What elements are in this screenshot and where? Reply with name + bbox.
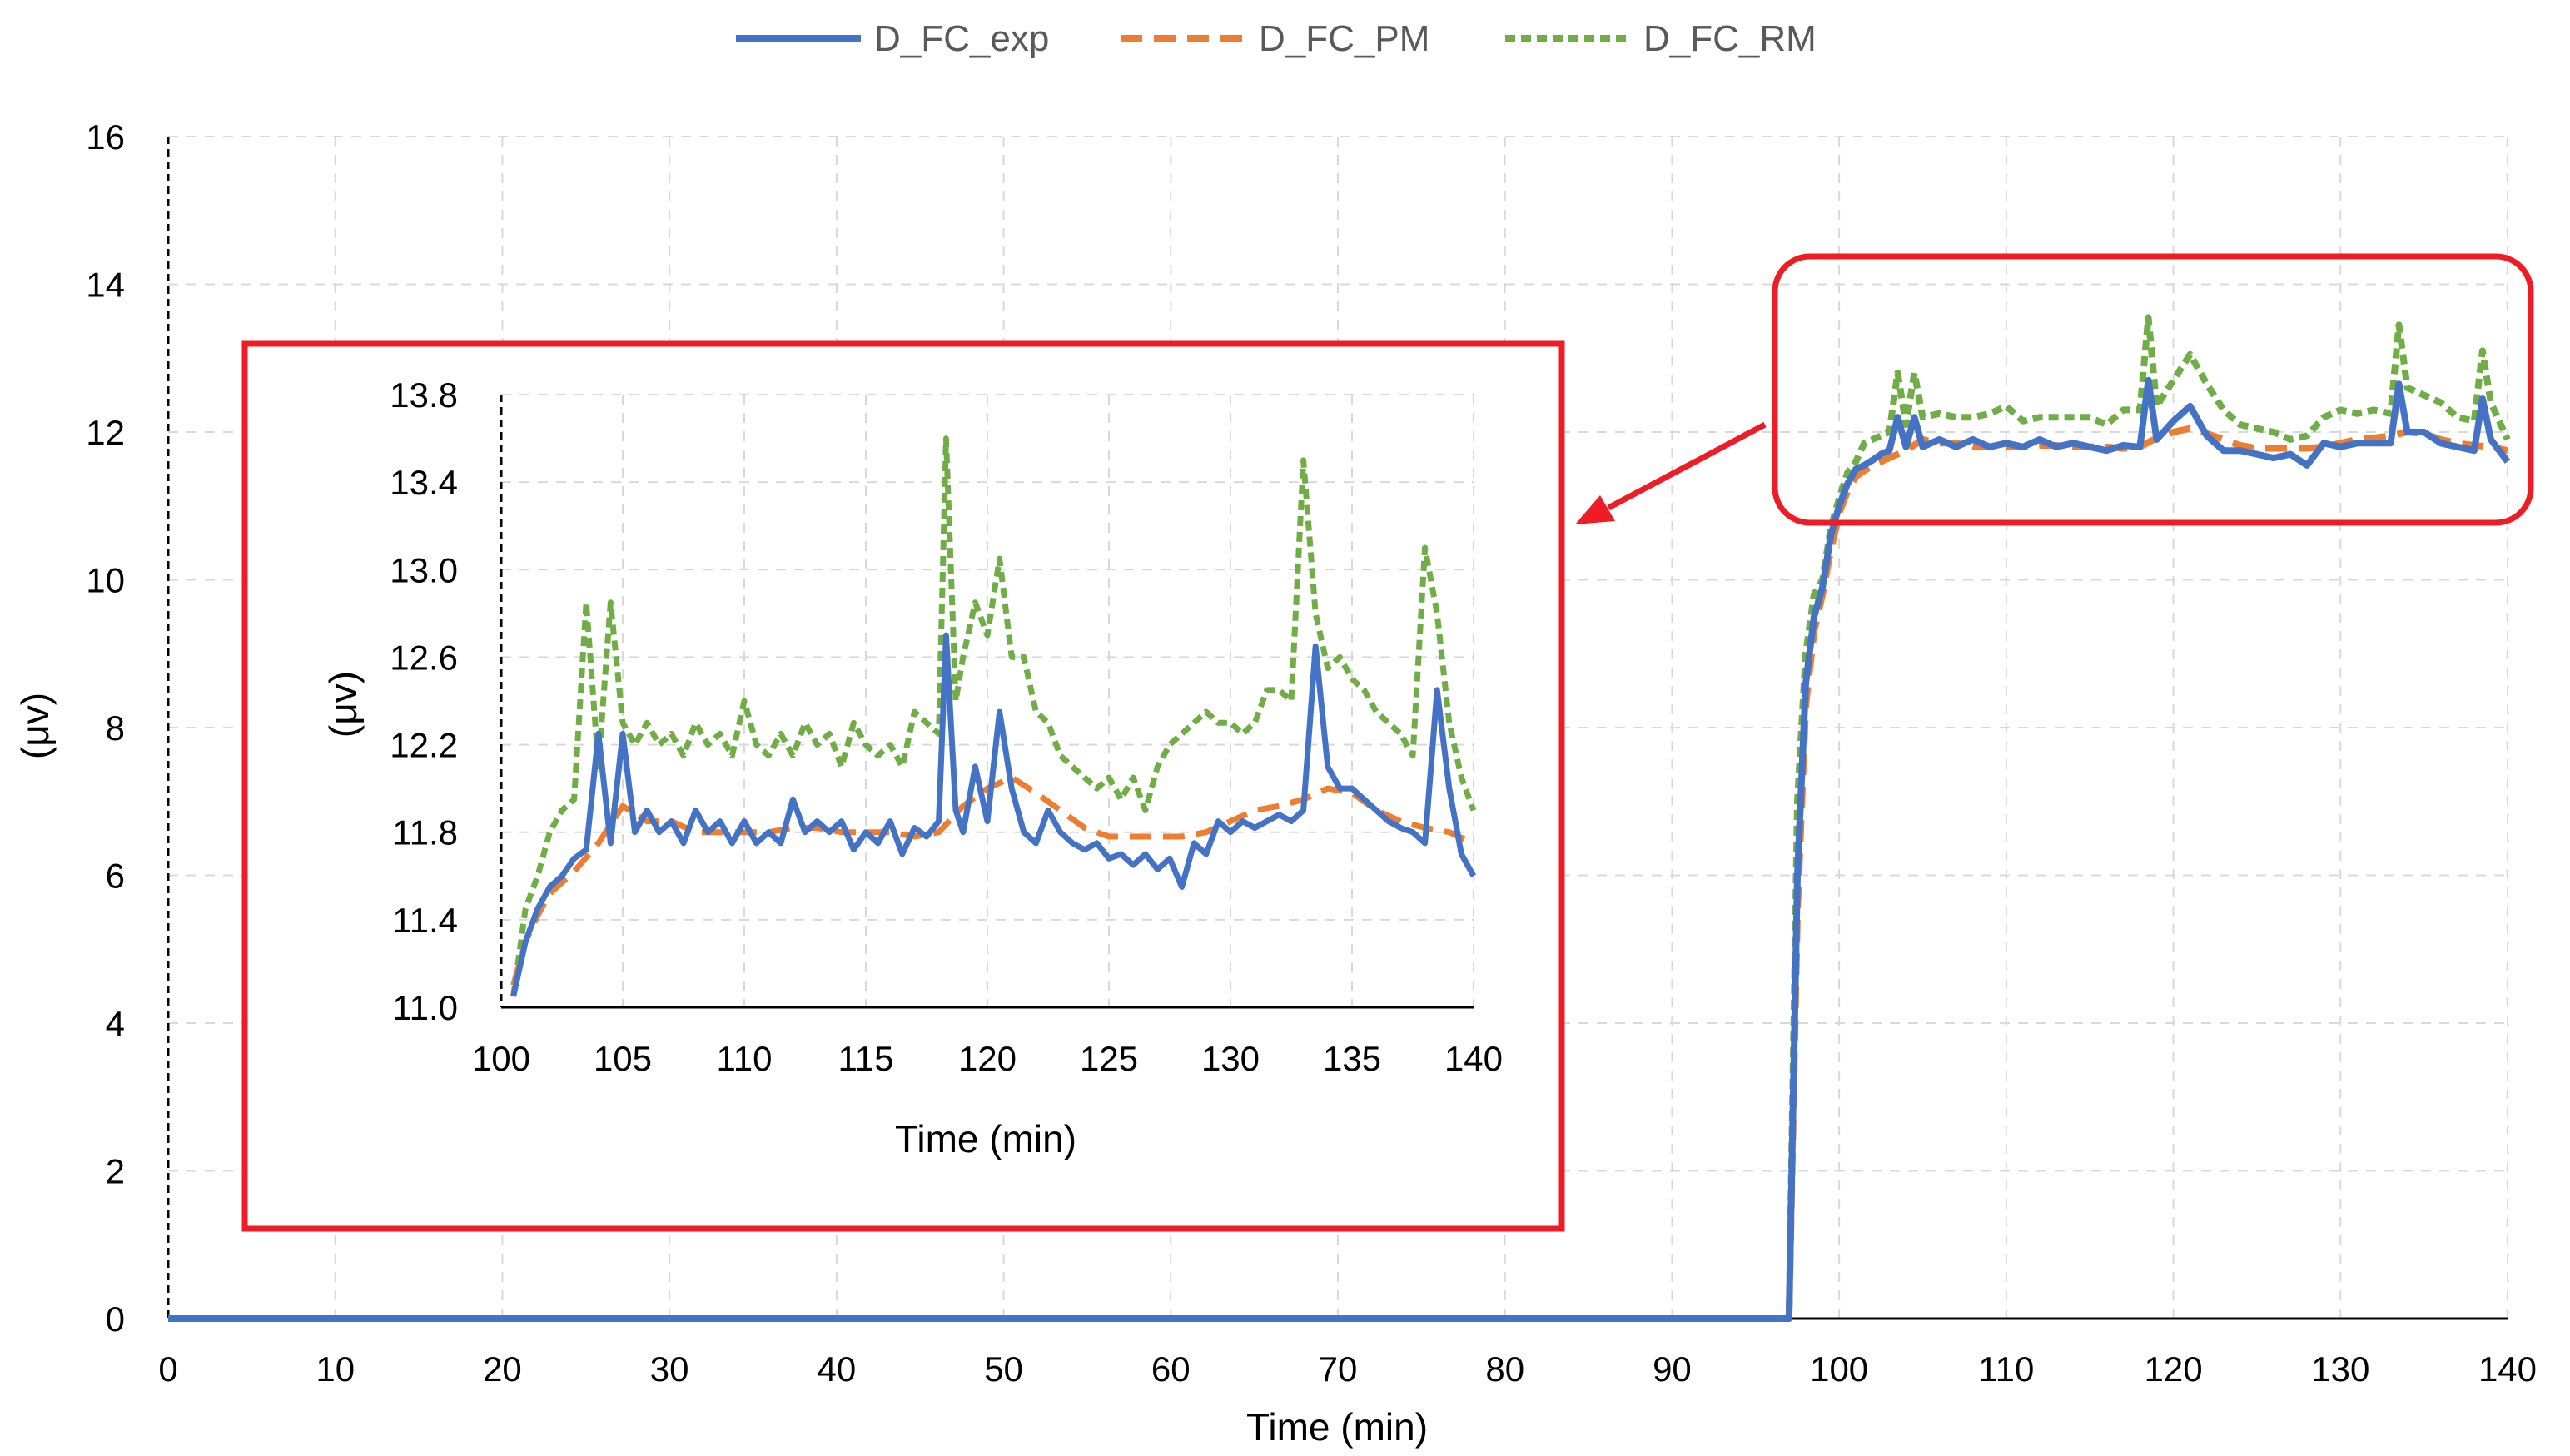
inset-y-tick-label: 13.8: [390, 375, 458, 415]
main-x-tick-label: 10: [316, 1349, 355, 1389]
main-y-tick-label: 10: [86, 561, 125, 600]
main-x-tick-label: 30: [650, 1349, 689, 1389]
inset-y-tick-label: 12.6: [390, 638, 458, 677]
inset-x-tick-label: 100: [472, 1039, 530, 1078]
main-series-d-fc-rm: [168, 314, 2511, 1322]
inset-series-d-fc-rm: [510, 435, 1477, 997]
main-y-tick-label: 14: [86, 266, 125, 305]
main-series-d-fc-exp: [168, 376, 2511, 1322]
inset-y-axis-title: (μv): [321, 671, 365, 738]
inset-y-tick-label: 13.0: [390, 550, 458, 589]
main-x-tick-label: 20: [483, 1349, 522, 1389]
main-y-axis-title: (μv): [13, 693, 57, 759]
legend: D_FC_exp D_FC_PM D_FC_RM: [736, 18, 1817, 59]
main-x-tick-label: 100: [1810, 1349, 1868, 1389]
inset-axes: [500, 395, 1474, 1009]
main-x-tick-label: 70: [1319, 1349, 1358, 1389]
main-x-tick-label: 90: [1653, 1349, 1692, 1389]
main-y-tick-label: 12: [86, 413, 125, 452]
legend-exp-label: D_FC_exp: [874, 18, 1049, 59]
inset-x-tick-label: 120: [958, 1039, 1017, 1078]
main-x-axis-title: Time (min): [1246, 1405, 1428, 1449]
inset-y-tick-label: 11.0: [392, 988, 458, 1027]
inset-x-tick-label: 135: [1323, 1039, 1381, 1078]
inset-x-tick-label: 115: [838, 1039, 894, 1078]
inset-y-tick-label: 12.2: [390, 726, 458, 765]
inset-y-tick-labels: 11.0 11.4 11.8 12.2 12.6 13.0 13.4 13.8: [390, 375, 458, 1027]
main-x-tick-label: 50: [984, 1349, 1023, 1389]
inset-y-tick-label: 11.8: [392, 813, 458, 852]
zoom-region-highlight: [1772, 253, 2534, 526]
main-y-tick-label: 0: [106, 1299, 125, 1339]
inset-series: [510, 435, 1477, 997]
legend-rm-label: D_FC_RM: [1643, 18, 1817, 59]
inset-x-axis-title: Time (min): [895, 1117, 1076, 1160]
main-x-tick-label: 130: [2311, 1349, 2369, 1389]
inset-x-tick-label: 125: [1080, 1039, 1138, 1078]
inset-x-tick-label: 130: [1201, 1039, 1260, 1078]
main-x-tick-label: 40: [817, 1349, 856, 1389]
main-y-tick-label: 4: [106, 1004, 125, 1043]
inset-x-tick-label: 140: [1444, 1039, 1503, 1078]
main-y-tick-label: 8: [106, 708, 125, 748]
main-series-d-fc-pm: [168, 425, 2508, 1322]
inset-y-tick-label: 13.4: [390, 463, 458, 502]
main-x-tick-label: 0: [158, 1349, 177, 1389]
zoom-arrow: [1575, 421, 1767, 524]
main-x-tick-labels: 0 10 20 30 40 50 60 70 80 90 100 110 120 130 140: [158, 1349, 2537, 1389]
inset-x-tick-label: 105: [594, 1039, 652, 1078]
inset-x-tick-labels: 100 105 110 115 120 125 130 135 140: [472, 1039, 1503, 1078]
main-x-tick-label: 120: [2145, 1349, 2203, 1389]
main-y-tick-labels: 0 2 4 6 8 10 12 14 16: [86, 117, 125, 1339]
main-series: [168, 314, 2511, 1322]
main-y-tick-label: 2: [106, 1152, 125, 1191]
inset-y-tick-label: 11.4: [392, 901, 458, 940]
main-y-tick-label: 16: [86, 117, 125, 157]
inset-series-d-fc-exp: [510, 632, 1477, 997]
legend-pm-label: D_FC_PM: [1259, 18, 1429, 59]
main-x-tick-label: 80: [1485, 1349, 1524, 1389]
main-y-tick-label: 6: [106, 857, 125, 896]
main-x-tick-label: 140: [2478, 1349, 2537, 1389]
inset-x-tick-label: 110: [717, 1039, 773, 1078]
main-x-tick-label: 110: [1978, 1349, 2034, 1389]
main-x-tick-label: 60: [1151, 1349, 1191, 1389]
